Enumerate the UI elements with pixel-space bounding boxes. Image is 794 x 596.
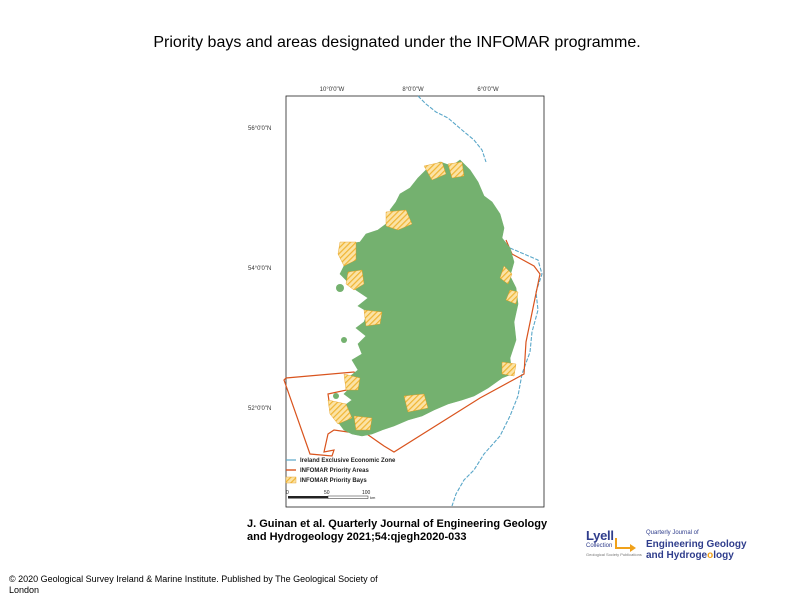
lon-label-10w: 10°0'0"W [320, 87, 345, 93]
bay-roaringwater [353, 415, 373, 431]
scale-seg-2 [327, 495, 369, 499]
eez-boundary-east [451, 247, 543, 507]
bay-lough-foyle [447, 161, 465, 179]
journal-logo-title: Engineering Geology and Hydrogeology [646, 539, 747, 561]
scale-unit: km [370, 495, 376, 500]
bay-broadhaven [337, 241, 357, 267]
citation-line-1: J. Guinan et al. Quarterly Journal of En… [247, 518, 548, 530]
citation: J. Guinan et al. Quarterly Journal of En… [247, 518, 587, 544]
map-svg: 10°0'0"W 8°0'0"W 6°0'0"W 56°0'0"N 54°0'0… [248, 87, 545, 508]
lat-label-54n: 54°0'0"N [248, 266, 271, 272]
copyright-line-2: London [9, 585, 40, 595]
journal-logo-line-2a: and Hydroge [646, 550, 708, 561]
lyell-arrow-icon [615, 538, 636, 552]
lon-label-8w: 8°0'0"W [402, 87, 424, 93]
island-aran [341, 337, 347, 343]
bay-dublin [505, 289, 519, 305]
map-legend: Ireland Exclusive Economic Zone INFOMAR … [285, 458, 396, 484]
bay-bantry [327, 399, 353, 425]
bay-tralee [343, 373, 361, 391]
legend-label-bay: INFOMAR Priority Bays [300, 478, 367, 484]
journal-logo-line-2c: logy [713, 550, 734, 561]
bay-clew [345, 269, 365, 291]
lyell-logo-tag: Geological Society Publications [586, 552, 642, 557]
citation-line-2: and Hydrogeology 2021;54:qjegh2020-033 [247, 531, 467, 543]
lyell-logo-sub: Collection [586, 543, 613, 549]
legend-label-area: INFOMAR Priority Areas [300, 468, 369, 474]
bay-wexford [501, 361, 517, 377]
copyright-notice: © 2020 Geological Survey Ireland & Marin… [9, 574, 449, 596]
journal-logo-small: Quarterly Journal of [646, 530, 699, 536]
bay-donegal [385, 209, 413, 231]
scale-tick-50: 50 [324, 490, 330, 496]
bay-galway [363, 309, 383, 327]
lat-label-52n: 52°0'0"N [248, 406, 271, 412]
ireland-landmass [333, 159, 519, 437]
legend-swatch-bay [285, 476, 297, 484]
lat-label-56n: 56°0'0"N [248, 126, 271, 132]
copyright-line-1: © 2020 Geological Survey Ireland & Marin… [9, 574, 378, 584]
journal-logo-line-2b: o [707, 550, 714, 561]
journal-logo-line-1: Engineering Geology [646, 539, 747, 550]
map-border [285, 95, 545, 508]
journal-logo: Quarterly Journal of Engineering Geology… [646, 530, 776, 566]
priority-area-outline [283, 239, 541, 457]
priority-bays [327, 161, 519, 431]
map-figure: 10°0'0"W 8°0'0"W 6°0'0"W 56°0'0"N 54°0'0… [248, 78, 545, 508]
lon-label-6w: 6°0'0"W [477, 87, 499, 93]
island-achill [336, 284, 344, 292]
scale-bar: 0 50 100 km [286, 490, 376, 500]
bay-dundalk [499, 265, 513, 285]
lyell-collection-logo: Lyell Collection Geological Society Publ… [586, 528, 650, 564]
bay-cork [403, 393, 429, 413]
scale-tick-0: 0 [286, 490, 289, 496]
scale-seg-1 [288, 496, 328, 499]
eez-boundary-north [417, 95, 487, 163]
journal-logo-line-2: and Hydrogeology [646, 550, 747, 561]
legend-label-eez: Ireland Exclusive Economic Zone [300, 458, 396, 464]
scale-tick-100: 100 [362, 490, 371, 496]
bay-lough-swilly [423, 161, 447, 181]
island-blasket [333, 393, 339, 399]
lyell-logo-name: Lyell [586, 528, 614, 543]
slide-title: Priority bays and areas designated under… [153, 34, 641, 51]
